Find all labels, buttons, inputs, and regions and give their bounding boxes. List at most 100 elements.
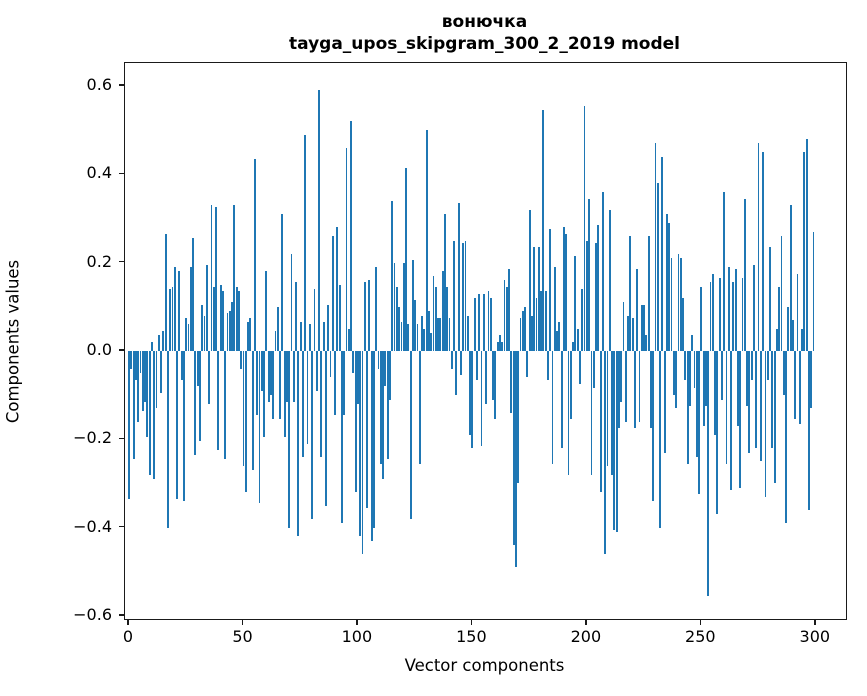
bar bbox=[276, 306, 279, 351]
bar bbox=[702, 350, 705, 427]
x-tick-mark bbox=[699, 619, 702, 625]
bar bbox=[567, 350, 570, 475]
bar bbox=[373, 350, 375, 528]
bar bbox=[505, 286, 508, 351]
bar bbox=[604, 350, 607, 555]
bar bbox=[290, 253, 293, 351]
bar bbox=[439, 317, 442, 351]
bar bbox=[221, 291, 224, 351]
bar bbox=[679, 258, 682, 351]
bar bbox=[780, 236, 783, 351]
bar bbox=[608, 209, 611, 351]
bar bbox=[503, 280, 506, 351]
bar bbox=[773, 350, 776, 484]
bar bbox=[558, 322, 561, 351]
bar bbox=[601, 191, 604, 351]
bar bbox=[450, 350, 453, 369]
bar bbox=[492, 350, 494, 400]
bar bbox=[723, 191, 726, 351]
bar bbox=[769, 247, 771, 351]
y-tick-mark bbox=[119, 349, 124, 351]
bar bbox=[334, 350, 336, 415]
bar bbox=[430, 333, 433, 351]
bar bbox=[279, 350, 282, 420]
x-tick-label: 100 bbox=[341, 627, 373, 646]
bar bbox=[418, 350, 421, 464]
bar bbox=[256, 350, 259, 415]
bar bbox=[590, 350, 593, 475]
y-tick-mark bbox=[119, 614, 124, 616]
bar bbox=[647, 236, 650, 351]
bar bbox=[329, 350, 332, 378]
bar bbox=[242, 350, 245, 466]
bar bbox=[146, 350, 149, 438]
bar bbox=[393, 262, 396, 351]
bar bbox=[480, 350, 483, 446]
bar bbox=[583, 105, 586, 351]
bar bbox=[540, 291, 542, 351]
bar bbox=[267, 350, 270, 402]
bar bbox=[322, 322, 325, 351]
bar bbox=[444, 214, 446, 351]
bar bbox=[574, 255, 577, 351]
bar bbox=[721, 350, 723, 400]
bar bbox=[425, 130, 428, 351]
y-tick-mark bbox=[119, 172, 124, 175]
bar bbox=[748, 350, 751, 453]
bar bbox=[753, 264, 755, 351]
bar bbox=[785, 350, 787, 524]
bar bbox=[405, 167, 407, 351]
bar bbox=[414, 300, 417, 351]
y-tick-label: 0.4 bbox=[86, 163, 112, 183]
bar bbox=[693, 350, 696, 389]
bar bbox=[686, 350, 689, 464]
x-tick-label: 200 bbox=[570, 627, 602, 646]
bar bbox=[210, 205, 213, 351]
plot-area bbox=[124, 62, 847, 620]
bar bbox=[395, 286, 398, 351]
bar bbox=[743, 198, 746, 351]
bar bbox=[375, 267, 378, 351]
bar bbox=[487, 291, 490, 351]
bar bbox=[606, 350, 609, 466]
bar bbox=[359, 350, 362, 537]
bar bbox=[297, 350, 300, 537]
bar bbox=[260, 350, 263, 391]
bar bbox=[263, 350, 265, 438]
bar bbox=[354, 350, 357, 493]
bar bbox=[725, 350, 728, 464]
bar bbox=[423, 328, 426, 351]
bar bbox=[718, 278, 721, 351]
bar bbox=[251, 350, 254, 471]
bar bbox=[750, 350, 753, 380]
bar bbox=[288, 350, 291, 528]
y-tick-label: 0.2 bbox=[86, 251, 112, 271]
bar bbox=[812, 231, 815, 351]
bar bbox=[157, 335, 160, 351]
bar bbox=[675, 350, 678, 409]
bar bbox=[130, 350, 133, 369]
bar bbox=[764, 350, 767, 497]
bar bbox=[615, 350, 618, 532]
bar bbox=[233, 205, 236, 351]
bar bbox=[643, 304, 645, 351]
x-tick-mark bbox=[585, 619, 587, 625]
bar bbox=[409, 350, 412, 519]
bar bbox=[286, 350, 288, 402]
bar bbox=[324, 350, 327, 506]
bar bbox=[622, 302, 625, 351]
bar bbox=[272, 350, 275, 420]
bar bbox=[460, 350, 462, 376]
bar bbox=[187, 324, 190, 351]
bar bbox=[361, 350, 364, 555]
bar bbox=[212, 286, 215, 351]
bar bbox=[759, 350, 762, 462]
x-tick-mark bbox=[127, 619, 129, 625]
bar bbox=[343, 350, 346, 415]
bar bbox=[352, 350, 355, 374]
bar bbox=[141, 350, 144, 411]
bar bbox=[244, 350, 247, 493]
bar bbox=[556, 331, 559, 351]
bar bbox=[661, 156, 664, 351]
bar bbox=[762, 152, 765, 351]
